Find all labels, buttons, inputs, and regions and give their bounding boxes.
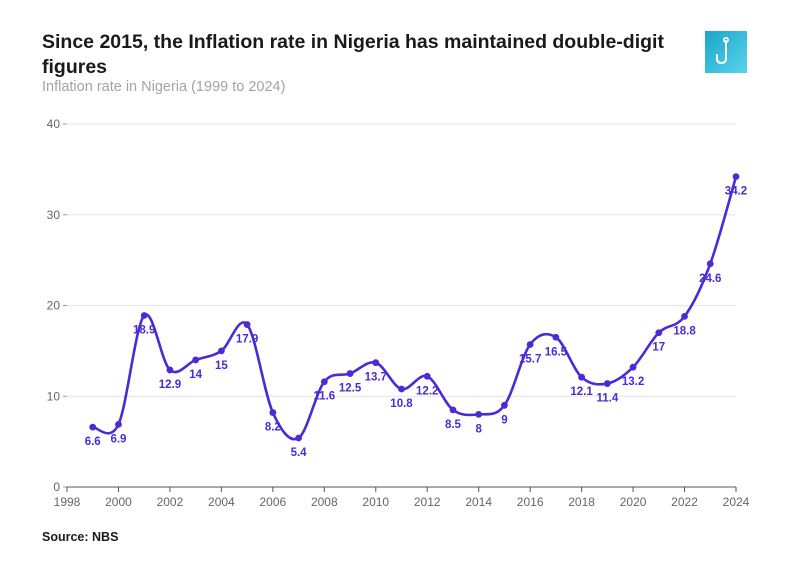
data-label: 34.2 xyxy=(725,186,747,198)
axes: 0 10 20 30 40 1998 2000 2002 2004 2006 2008 2010 201… xyxy=(47,117,750,509)
data-point xyxy=(501,401,508,409)
data-label: 8.5 xyxy=(445,419,462,431)
y-tick-label: 20 xyxy=(47,299,61,313)
series-line xyxy=(92,176,738,441)
data-point xyxy=(295,434,302,442)
data-point xyxy=(629,363,637,371)
data-point xyxy=(192,356,200,364)
data-point xyxy=(217,347,225,355)
data-label: 18.8 xyxy=(673,325,696,337)
grid-lines xyxy=(67,123,736,397)
x-tick-label: 2016 xyxy=(517,495,544,509)
x-tick-label: 2022 xyxy=(671,495,698,509)
data-point xyxy=(603,380,611,387)
data-label: 13.7 xyxy=(365,372,387,384)
x-tick-label: 2018 xyxy=(568,495,595,509)
data-point xyxy=(89,423,97,431)
data-label: 15.7 xyxy=(519,354,541,366)
source-note: Source: NBS xyxy=(42,530,119,544)
data-label: 9 xyxy=(501,414,507,426)
data-point xyxy=(243,321,251,328)
x-tick-label: 2006 xyxy=(259,495,286,509)
data-label: 12.5 xyxy=(339,383,362,395)
data-label: 12.2 xyxy=(416,385,438,397)
data-point xyxy=(578,373,586,381)
data-point xyxy=(423,372,431,380)
x-tick-label: 1998 xyxy=(54,495,81,509)
data-point xyxy=(552,333,560,341)
x-tick-label: 2012 xyxy=(414,495,441,509)
data-label: 10.8 xyxy=(390,398,413,410)
data-label: 6.9 xyxy=(110,433,126,445)
data-label: 16.5 xyxy=(545,346,568,358)
x-tick-label: 2024 xyxy=(723,495,750,509)
hook-icon xyxy=(716,37,729,65)
data-label: 6.6 xyxy=(85,436,101,448)
x-tick-label: 2004 xyxy=(208,495,235,509)
inflation-line xyxy=(92,176,738,441)
data-point xyxy=(732,173,740,181)
data-point xyxy=(166,366,174,374)
data-point xyxy=(346,370,354,377)
y-tick-label: 40 xyxy=(47,117,61,131)
data-label: 11.4 xyxy=(596,393,618,405)
data-point xyxy=(398,385,405,393)
x-tick-label: 2000 xyxy=(105,495,132,509)
x-tick-label: 2014 xyxy=(465,495,492,509)
data-label: 24.6 xyxy=(699,273,721,285)
y-tick-label: 30 xyxy=(47,208,61,222)
chart-subtitle: Inflation rate in Nigeria (1999 to 2024) xyxy=(42,79,286,95)
x-tick-label: 2010 xyxy=(362,495,389,509)
data-labels: 6.6 6.9 18.9 12.9 14 15 17.9 8.2 5.4 11.6 12.513.7… xyxy=(85,186,747,459)
data-point xyxy=(115,420,122,428)
data-point xyxy=(372,359,380,367)
y-tick-label: 10 xyxy=(47,389,61,403)
data-point xyxy=(706,260,714,268)
data-point xyxy=(140,312,148,319)
chart-title: Since 2015, the Inflation rate in Nigeri… xyxy=(42,31,664,78)
data-label: 13.2 xyxy=(622,376,644,388)
x-tick-label: 2020 xyxy=(620,495,647,509)
data-label: 8 xyxy=(475,423,482,435)
data-point xyxy=(320,378,328,386)
y-tick-label: 0 xyxy=(53,480,60,494)
data-point xyxy=(269,409,277,416)
data-label: 12.1 xyxy=(570,386,593,398)
data-label: 11.6 xyxy=(313,391,335,403)
data-label: 5.4 xyxy=(291,447,308,459)
brand-logo xyxy=(705,31,747,73)
data-label: 17 xyxy=(652,342,665,354)
data-label: 17.9 xyxy=(236,334,258,346)
data-label: 14 xyxy=(189,369,202,381)
x-tick-label: 2002 xyxy=(157,495,184,509)
data-point xyxy=(681,312,688,320)
data-label: 18.9 xyxy=(133,324,155,336)
data-label: 8.2 xyxy=(265,422,281,434)
data-points xyxy=(89,173,740,442)
data-point xyxy=(655,329,663,337)
data-point xyxy=(449,406,457,414)
data-point xyxy=(475,411,483,418)
data-label: 15 xyxy=(215,360,228,372)
data-point xyxy=(526,341,534,348)
data-label: 12.9 xyxy=(159,379,181,391)
x-tick-label: 2008 xyxy=(311,495,338,509)
